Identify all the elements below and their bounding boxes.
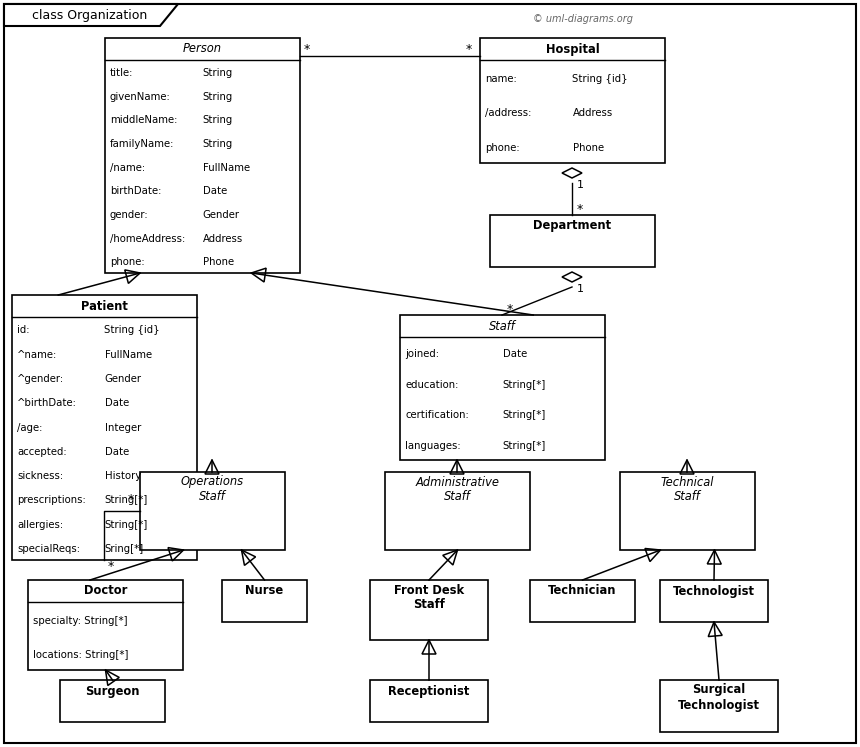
Text: Technologist: Technologist	[673, 584, 755, 598]
Text: /homeAddress:: /homeAddress:	[110, 234, 185, 244]
Text: title:: title:	[110, 68, 133, 78]
Text: String: String	[202, 115, 233, 125]
Text: Integer: Integer	[105, 423, 141, 433]
Bar	[12, 295, 197, 560]
Text: String: String	[202, 92, 233, 102]
Text: String: String	[202, 68, 233, 78]
Text: familyName:: familyName:	[110, 139, 175, 149]
Bar	[400, 315, 605, 460]
Text: ^birthDate:: ^birthDate:	[17, 398, 77, 409]
Bar	[60, 680, 165, 722]
Text: History: History	[105, 471, 141, 481]
Text: String[*]: String[*]	[502, 379, 546, 390]
Text: /address:: /address:	[485, 108, 531, 118]
Text: Sring[*]: Sring[*]	[105, 544, 144, 554]
Text: Date: Date	[105, 398, 129, 409]
Text: Hospital: Hospital	[545, 43, 599, 55]
Text: *: *	[108, 560, 114, 573]
Text: *: *	[466, 43, 472, 57]
Text: specialReqs:: specialReqs:	[17, 544, 80, 554]
Text: id:: id:	[17, 326, 29, 335]
Text: sickness:: sickness:	[17, 471, 63, 481]
Text: certification:: certification:	[405, 410, 469, 421]
Polygon shape	[4, 4, 178, 26]
Text: ^gender:: ^gender:	[17, 374, 64, 384]
Text: /name:: /name:	[110, 163, 145, 173]
Text: ^name:: ^name:	[17, 350, 58, 359]
Bar	[480, 38, 665, 163]
Text: Receptionist: Receptionist	[389, 684, 470, 698]
Text: *: *	[577, 203, 583, 217]
Bar	[222, 580, 307, 622]
Text: prescriptions:: prescriptions:	[17, 495, 86, 506]
Bar	[490, 215, 655, 267]
Bar	[140, 472, 285, 550]
Text: Date: Date	[202, 186, 227, 196]
Text: Nurse: Nurse	[245, 584, 284, 598]
Text: *: *	[304, 43, 310, 57]
Text: 1: 1	[577, 180, 584, 190]
Bar	[370, 580, 488, 640]
Text: /age:: /age:	[17, 423, 42, 433]
Text: Phone: Phone	[573, 143, 604, 152]
Text: gender:: gender:	[110, 210, 149, 220]
Text: Operations
Staff: Operations Staff	[181, 476, 244, 503]
Text: String[*]: String[*]	[502, 410, 546, 421]
Text: Technical
Staff: Technical Staff	[660, 476, 715, 503]
Text: FullName: FullName	[105, 350, 151, 359]
Text: joined:: joined:	[405, 349, 439, 359]
Text: phone:: phone:	[110, 258, 144, 267]
Text: specialty: String[*]: specialty: String[*]	[33, 616, 127, 626]
Text: Surgical
Technologist: Surgical Technologist	[678, 684, 760, 711]
Bar	[620, 472, 755, 550]
Text: Person: Person	[183, 43, 222, 55]
Text: String: String	[202, 139, 233, 149]
Text: class Organization: class Organization	[33, 8, 148, 22]
Text: allergies:: allergies:	[17, 520, 63, 530]
Text: *: *	[128, 493, 134, 506]
Text: Administrative
Staff: Administrative Staff	[415, 476, 500, 503]
Text: FullName: FullName	[202, 163, 249, 173]
Text: Front Desk
Staff: Front Desk Staff	[394, 583, 464, 612]
Text: Gender: Gender	[202, 210, 239, 220]
Text: © uml-diagrams.org: © uml-diagrams.org	[533, 14, 633, 24]
Text: education:: education:	[405, 379, 458, 390]
Text: Address: Address	[573, 108, 612, 118]
Bar	[660, 580, 768, 622]
Text: Gender: Gender	[105, 374, 142, 384]
Text: Staff: Staff	[489, 320, 516, 332]
Polygon shape	[562, 168, 582, 178]
Bar	[530, 580, 635, 622]
Text: languages:: languages:	[405, 441, 461, 451]
Text: *: *	[507, 303, 513, 317]
Polygon shape	[562, 272, 582, 282]
Text: 1: 1	[577, 284, 584, 294]
Text: String[*]: String[*]	[502, 441, 546, 451]
Text: accepted:: accepted:	[17, 447, 66, 457]
Text: Surgeon: Surgeon	[85, 684, 139, 698]
Bar	[105, 38, 300, 273]
Text: Doctor: Doctor	[83, 584, 127, 598]
Bar	[370, 680, 488, 722]
Bar	[28, 580, 183, 670]
Text: givenName:: givenName:	[110, 92, 171, 102]
Text: Date: Date	[502, 349, 526, 359]
Bar	[660, 680, 778, 732]
Text: String {id}: String {id}	[573, 74, 628, 84]
Text: String[*]: String[*]	[105, 495, 148, 506]
Text: Phone: Phone	[202, 258, 234, 267]
Text: Patient: Patient	[81, 300, 128, 312]
Bar	[385, 472, 530, 550]
Text: birthDate:: birthDate:	[110, 186, 162, 196]
Text: String {id}: String {id}	[105, 326, 160, 335]
Text: String[*]: String[*]	[105, 520, 148, 530]
Text: Technician: Technician	[549, 584, 617, 598]
Text: locations: String[*]: locations: String[*]	[33, 650, 128, 660]
Text: name:: name:	[485, 74, 517, 84]
Text: Date: Date	[105, 447, 129, 457]
Text: Department: Department	[533, 220, 611, 232]
Text: Address: Address	[202, 234, 243, 244]
Text: phone:: phone:	[485, 143, 519, 152]
Text: middleName:: middleName:	[110, 115, 177, 125]
